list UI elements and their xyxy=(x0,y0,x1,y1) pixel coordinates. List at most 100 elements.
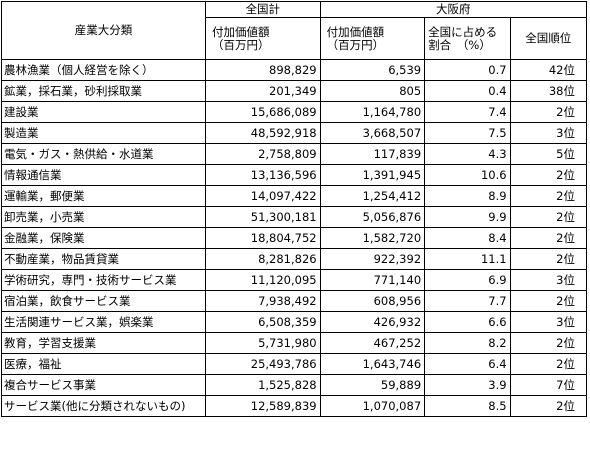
share-cell: 3.9 xyxy=(424,374,511,396)
header-share-line2: 割合 （%） xyxy=(428,37,491,52)
table-row: 宿泊業，飲食サービス業 7,938,492 608,956 7.7 2位 xyxy=(0,290,588,312)
national-value-cell: 12,589,839 xyxy=(205,395,321,417)
table-row: 鉱業，採石業，砂利採取業 201,349 805 0.4 38位 xyxy=(0,80,588,102)
header-osaka: 大阪府 xyxy=(319,1,588,18)
industry-cell: 農林漁業（個人経営を除く） xyxy=(0,59,207,81)
rank-cell: 5位 xyxy=(509,143,588,165)
rank-cell: 2位 xyxy=(509,353,588,375)
table-row: 学術研究，専門・技術サービス業 11,120,095 771,140 6.9 3… xyxy=(0,269,588,291)
table-row: 医療，福祉 25,493,786 1,643,746 6.4 2位 xyxy=(0,353,588,375)
table-row: 農林漁業（個人経営を除く） 898,829 6,539 0.7 42位 xyxy=(0,59,588,81)
industry-cell: 電気・ガス・熱供給・水道業 xyxy=(0,143,207,165)
rank-cell: 2位 xyxy=(509,227,588,249)
value-added-table-container: 産業大分類 全国計 大阪府 付加価値額 （百万円） 付加価値額 （百万円） 全国… xyxy=(0,1,588,417)
header-share: 全国に占める 割合 （%） xyxy=(424,17,511,60)
share-cell: 8.9 xyxy=(424,185,511,207)
header-row-bottom: 付加価値額 （百万円） 付加価値額 （百万円） 全国に占める 割合 （%） 全国… xyxy=(2,17,588,60)
osaka-value-cell: 608,956 xyxy=(319,290,426,312)
osaka-value-cell: 1,391,945 xyxy=(319,164,426,186)
national-value-cell: 18,804,752 xyxy=(205,227,321,249)
rank-cell: 3位 xyxy=(509,122,588,144)
rank-cell: 2位 xyxy=(509,248,588,270)
national-value-cell: 13,136,596 xyxy=(205,164,321,186)
industry-cell: 医療，福祉 xyxy=(0,353,207,375)
industry-cell: 情報通信業 xyxy=(0,164,207,186)
rank-cell: 2位 xyxy=(509,101,588,123)
industry-cell: 教育，学習支援業 xyxy=(0,332,207,354)
header-osaka-value-added-line2: （百万円） xyxy=(326,37,385,52)
osaka-value-cell: 1,254,412 xyxy=(319,185,426,207)
industry-cell: サービス業(他に分類されないもの) xyxy=(0,395,207,417)
table-row: 教育，学習支援業 5,731,980 467,252 8.2 2位 xyxy=(0,332,588,354)
share-cell: 8.5 xyxy=(424,395,511,417)
osaka-value-cell: 1,582,720 xyxy=(319,227,426,249)
share-cell: 0.7 xyxy=(424,59,511,81)
national-value-cell: 8,281,826 xyxy=(205,248,321,270)
osaka-value-cell: 1,164,780 xyxy=(319,101,426,123)
national-value-cell: 1,525,828 xyxy=(205,374,321,396)
osaka-value-cell: 426,932 xyxy=(319,311,426,333)
rank-cell: 7位 xyxy=(509,374,588,396)
share-cell: 6.6 xyxy=(424,311,511,333)
osaka-value-cell: 467,252 xyxy=(319,332,426,354)
table-body: 農林漁業（個人経営を除く） 898,829 6,539 0.7 42位 鉱業，採… xyxy=(0,59,588,417)
share-cell: 6.4 xyxy=(424,353,511,375)
osaka-value-cell: 805 xyxy=(319,80,426,102)
share-cell: 11.1 xyxy=(424,248,511,270)
national-value-cell: 11,120,095 xyxy=(205,269,321,291)
table-row: 複合サービス事業 1,525,828 59,889 3.9 7位 xyxy=(0,374,588,396)
table-row: 金融業，保険業 18,804,752 1,582,720 8.4 2位 xyxy=(0,227,588,249)
rank-cell: 2位 xyxy=(509,395,588,417)
rank-cell: 2位 xyxy=(509,164,588,186)
rank-cell: 3位 xyxy=(509,269,588,291)
industry-cell: 金融業，保険業 xyxy=(0,227,207,249)
osaka-value-cell: 1,643,746 xyxy=(319,353,426,375)
national-value-cell: 5,731,980 xyxy=(205,332,321,354)
industry-cell: 不動産業，物品賃貸業 xyxy=(0,248,207,270)
header-share-line1: 全国に占める xyxy=(428,24,498,39)
rank-cell: 2位 xyxy=(509,185,588,207)
industry-cell: 運輸業，郵便業 xyxy=(0,185,207,207)
share-cell: 9.9 xyxy=(424,206,511,228)
header-rank: 全国順位 xyxy=(509,17,588,60)
table-row: 電気・ガス・熱供給・水道業 2,758,809 117,839 4.3 5位 xyxy=(0,143,588,165)
rank-cell: 38位 xyxy=(509,80,588,102)
national-value-cell: 201,349 xyxy=(205,80,321,102)
osaka-value-cell: 771,140 xyxy=(319,269,426,291)
table-row: 不動産業，物品賃貸業 8,281,826 922,392 11.1 2位 xyxy=(0,248,588,270)
table-row: 卸売業，小売業 51,300,181 5,056,876 9.9 2位 xyxy=(0,206,588,228)
industry-cell: 建設業 xyxy=(0,101,207,123)
osaka-value-cell: 922,392 xyxy=(319,248,426,270)
industry-cell: 宿泊業，飲食サービス業 xyxy=(0,290,207,312)
osaka-value-cell: 3,668,507 xyxy=(319,122,426,144)
share-cell: 7.5 xyxy=(424,122,511,144)
share-cell: 8.4 xyxy=(424,227,511,249)
rank-cell: 42位 xyxy=(509,59,588,81)
industry-cell: 学術研究，専門・技術サービス業 xyxy=(0,269,207,291)
table-row: 建設業 15,686,089 1,164,780 7.4 2位 xyxy=(0,101,588,123)
rank-cell: 2位 xyxy=(509,290,588,312)
header-osaka-value-added-line1: 付加価値額 xyxy=(326,24,385,39)
osaka-value-cell: 6,539 xyxy=(319,59,426,81)
national-value-cell: 15,686,089 xyxy=(205,101,321,123)
header-industry-category: 産業大分類 xyxy=(0,1,207,60)
share-cell: 6.9 xyxy=(424,269,511,291)
osaka-value-cell: 59,889 xyxy=(319,374,426,396)
rank-cell: 2位 xyxy=(509,206,588,228)
national-value-cell: 898,829 xyxy=(205,59,321,81)
share-cell: 7.7 xyxy=(424,290,511,312)
share-cell: 4.3 xyxy=(424,143,511,165)
header-row-top: 産業大分類 全国計 大阪府 xyxy=(0,1,588,60)
table-row: 製造業 48,592,918 3,668,507 7.5 3位 xyxy=(0,122,588,144)
table-row: サービス業(他に分類されないもの) 12,589,839 1,070,087 8… xyxy=(0,395,588,417)
national-value-cell: 6,508,359 xyxy=(205,311,321,333)
rank-cell: 2位 xyxy=(509,332,588,354)
national-value-cell: 2,758,809 xyxy=(205,143,321,165)
share-cell: 8.2 xyxy=(424,332,511,354)
industry-cell: 鉱業，採石業，砂利採取業 xyxy=(0,80,207,102)
rank-cell: 3位 xyxy=(509,311,588,333)
table-row: 運輸業，郵便業 14,097,422 1,254,412 8.9 2位 xyxy=(0,185,588,207)
national-value-cell: 51,300,181 xyxy=(205,206,321,228)
industry-cell: 生活関連サービス業，娯楽業 xyxy=(0,311,207,333)
table-row: 生活関連サービス業，娯楽業 6,508,359 426,932 6.6 3位 xyxy=(0,311,588,333)
